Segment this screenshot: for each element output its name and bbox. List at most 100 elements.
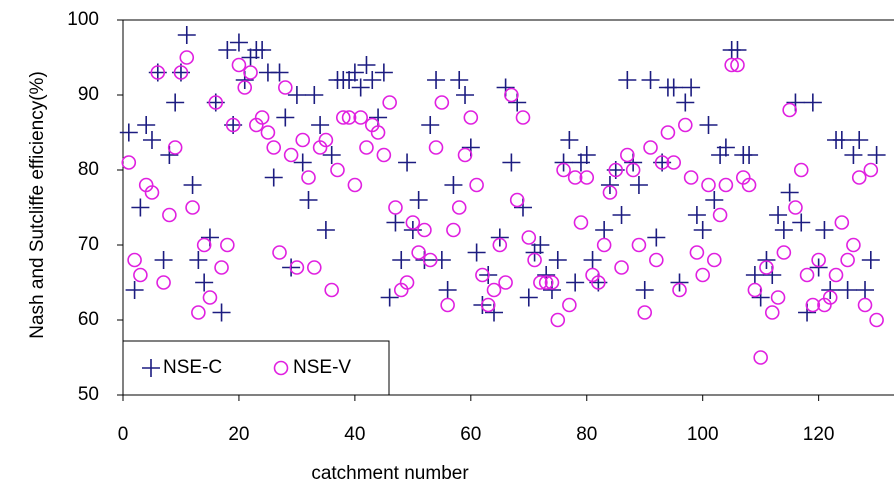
data-point — [716, 138, 735, 157]
data-point — [316, 221, 335, 239]
data-point — [803, 93, 822, 112]
data-point — [220, 237, 235, 253]
data-point — [560, 131, 579, 149]
data-point — [838, 281, 857, 299]
x-axis-label: catchment number — [311, 463, 469, 484]
data-point — [144, 185, 160, 200]
x-tick-label: 20 — [228, 424, 249, 445]
data-point — [392, 251, 411, 269]
data-point — [427, 71, 446, 89]
data-point — [137, 116, 156, 134]
data-point — [643, 140, 658, 155]
data-point — [345, 63, 364, 82]
data-point — [591, 275, 606, 290]
data-point — [705, 191, 724, 209]
data-point — [832, 131, 851, 149]
data-point — [131, 198, 150, 217]
data-point — [173, 65, 189, 80]
data-point — [869, 312, 884, 328]
data-point — [782, 102, 797, 118]
data-point — [498, 275, 513, 290]
data-point — [225, 117, 241, 133]
data-point — [821, 281, 840, 299]
data-point — [214, 260, 229, 275]
data-point — [840, 252, 855, 268]
data-point — [295, 132, 311, 148]
data-point — [208, 95, 224, 110]
data-point — [567, 170, 583, 185]
data-point — [189, 251, 208, 269]
data-point — [409, 191, 428, 209]
data-point — [351, 78, 370, 97]
legend-marker — [142, 359, 160, 377]
data-point — [127, 252, 142, 268]
data-point — [834, 215, 850, 230]
data-point — [335, 110, 351, 125]
data-point — [307, 260, 322, 275]
data-point — [701, 177, 716, 193]
data-point — [809, 258, 828, 277]
data-point — [463, 110, 479, 125]
data-point — [353, 110, 368, 125]
data-point — [218, 41, 237, 59]
data-point — [150, 65, 166, 80]
x-tick-label: 120 — [803, 424, 835, 445]
data-point — [793, 162, 809, 178]
data-point — [202, 290, 218, 305]
x-tick-label: 60 — [460, 424, 481, 445]
data-point — [272, 245, 287, 260]
data-point — [857, 297, 873, 313]
data-point — [403, 221, 422, 239]
data-point — [660, 125, 676, 140]
data-point — [531, 236, 550, 254]
data-point — [450, 71, 469, 89]
data-point — [177, 26, 196, 44]
data-point — [399, 275, 415, 290]
data-point — [388, 200, 403, 215]
data-point — [741, 177, 757, 193]
data-point — [602, 185, 618, 200]
data-point — [376, 147, 392, 163]
data-point — [764, 305, 780, 320]
data-point — [270, 63, 289, 82]
data-point — [799, 267, 815, 283]
data-point — [469, 177, 484, 193]
data-point — [815, 221, 834, 239]
data-point — [699, 116, 718, 134]
data-point — [382, 95, 397, 110]
data-point — [154, 251, 173, 269]
data-point — [641, 71, 660, 89]
data-point — [676, 93, 695, 112]
data-point — [556, 162, 571, 178]
data-point — [231, 57, 247, 73]
data-point — [183, 176, 202, 194]
data-point — [125, 281, 144, 299]
data-point — [287, 86, 306, 104]
y-tick-label: 70 — [78, 234, 99, 255]
data-point — [828, 267, 844, 283]
data-point — [509, 192, 525, 208]
data-point — [718, 177, 734, 193]
data-point — [260, 125, 276, 140]
data-point — [398, 153, 417, 172]
data-point — [566, 273, 585, 292]
data-point — [664, 78, 683, 97]
data-point — [229, 33, 248, 52]
data-point — [759, 260, 774, 275]
data-point — [324, 282, 339, 298]
data-point — [822, 290, 838, 305]
data-point — [554, 153, 573, 172]
data-point — [573, 215, 589, 230]
data-point — [283, 147, 299, 163]
data-point — [195, 273, 214, 292]
data-point — [341, 110, 357, 125]
data-point — [788, 200, 803, 215]
data-point — [243, 65, 258, 80]
data-point — [432, 251, 451, 269]
data-point — [428, 140, 444, 155]
data-point — [266, 140, 282, 155]
data-point — [162, 207, 177, 223]
data-point — [119, 123, 138, 142]
data-point — [456, 86, 475, 104]
